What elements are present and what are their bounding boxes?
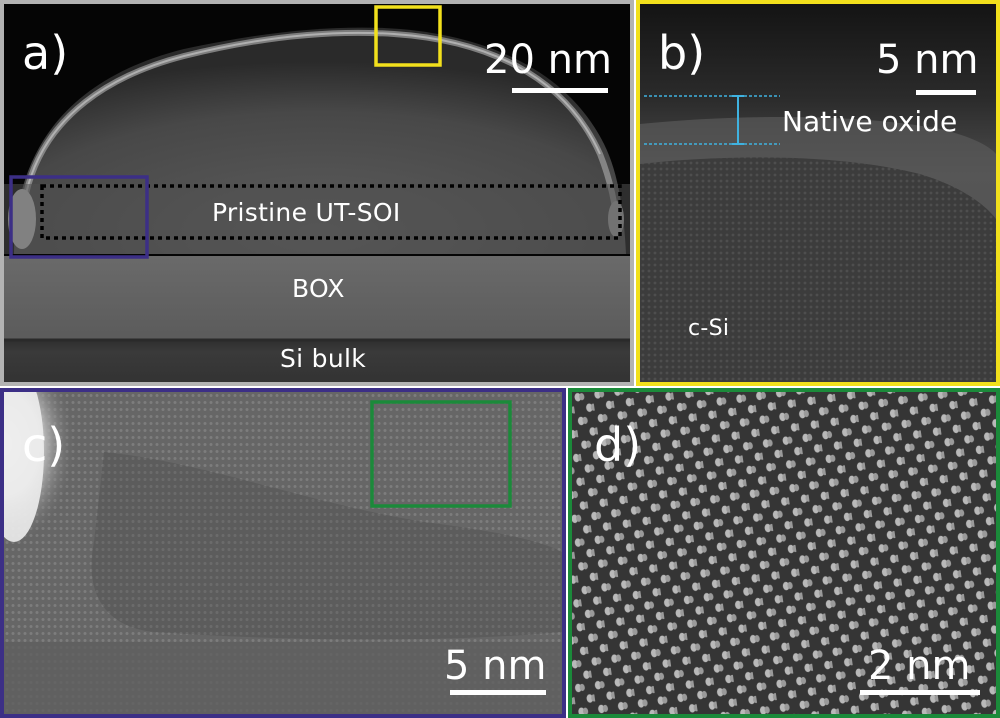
panel-d-image (572, 392, 996, 714)
roi-box-panel-d (370, 400, 512, 508)
roi-box-panel-b (374, 5, 442, 67)
panel-b-image (640, 4, 996, 382)
panel-b-scale-bar (916, 90, 976, 95)
panel-a-scale-bar (512, 88, 608, 93)
panel-c-scale-bar (450, 690, 546, 695)
panel-a-label: a) (22, 26, 69, 80)
panel-d-label: d) (594, 418, 642, 472)
native-oxide-label: Native oxide (782, 105, 958, 138)
panel-c-scale-text: 5 nm (444, 643, 547, 689)
panel-a-scale-text: 20 nm (484, 37, 612, 83)
panel-d-scale-bar (860, 690, 980, 695)
si-bulk-label: Si bulk (280, 344, 366, 373)
pristine-ut-soi-label: Pristine UT-SOI (212, 198, 401, 227)
panel-a-image (4, 4, 630, 382)
panel-c-image (4, 392, 562, 714)
panel-b: b) 5 nm Native oxide c-Si (636, 0, 1000, 386)
panel-d-scale-text: 2 nm (868, 643, 971, 689)
box-layer-label: BOX (292, 274, 345, 303)
c-si-label: c-Si (688, 316, 730, 341)
panel-c-label: c) (22, 418, 66, 472)
roi-box-panel-c (9, 175, 149, 259)
pristine-region-box (40, 184, 622, 240)
panel-a: a) 20 nm Pristine UT-SOI BOX Si bulk (0, 0, 634, 386)
panel-b-scale-text: 5 nm (876, 37, 979, 83)
panel-c: c) 5 nm (0, 388, 566, 718)
panel-b-label: b) (658, 26, 706, 80)
panel-d: d) 2 nm (568, 388, 1000, 718)
